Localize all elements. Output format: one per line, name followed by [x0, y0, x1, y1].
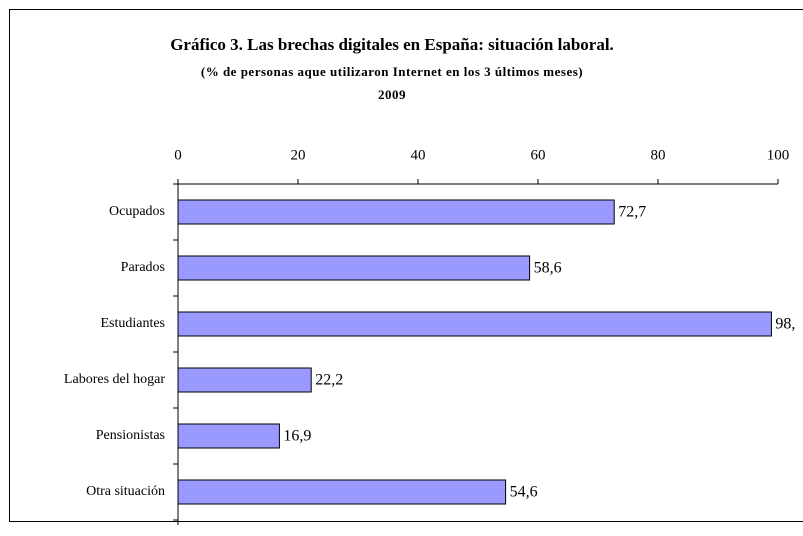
value-label: 58,6 — [534, 260, 562, 277]
y-tick-label: Otra situación — [86, 484, 165, 499]
y-tick-label: Ocupados — [109, 204, 165, 219]
bar — [178, 480, 506, 504]
x-tick-label: 80 — [651, 147, 666, 163]
x-tick-label: 60 — [531, 147, 546, 163]
bar — [178, 312, 771, 336]
x-tick-label: 100 — [767, 147, 790, 163]
value-label: 16,9 — [283, 428, 311, 445]
x-tick-label: 40 — [411, 147, 426, 163]
y-tick-label: Labores del hogar — [64, 372, 165, 387]
chart-title: Gráfico 3. Las brechas digitales en Espa… — [170, 35, 614, 54]
chart-subtitle: (% de personas aque utilizaron Internet … — [201, 64, 583, 79]
x-tick-label: 20 — [291, 147, 306, 163]
value-label: 98, — [775, 316, 795, 333]
value-label: 72,7 — [618, 204, 646, 221]
bar — [178, 424, 279, 448]
chart-year: 2009 — [378, 87, 406, 102]
y-tick-label: Estudiantes — [100, 316, 165, 331]
value-label: 22,2 — [315, 372, 343, 389]
bar — [178, 368, 311, 392]
y-tick-label: Pensionistas — [96, 428, 165, 443]
x-tick-label: 0 — [174, 147, 182, 163]
bar — [178, 256, 530, 280]
y-tick-label: Parados — [121, 260, 165, 275]
bar — [178, 200, 614, 224]
value-label: 54,6 — [510, 484, 538, 501]
